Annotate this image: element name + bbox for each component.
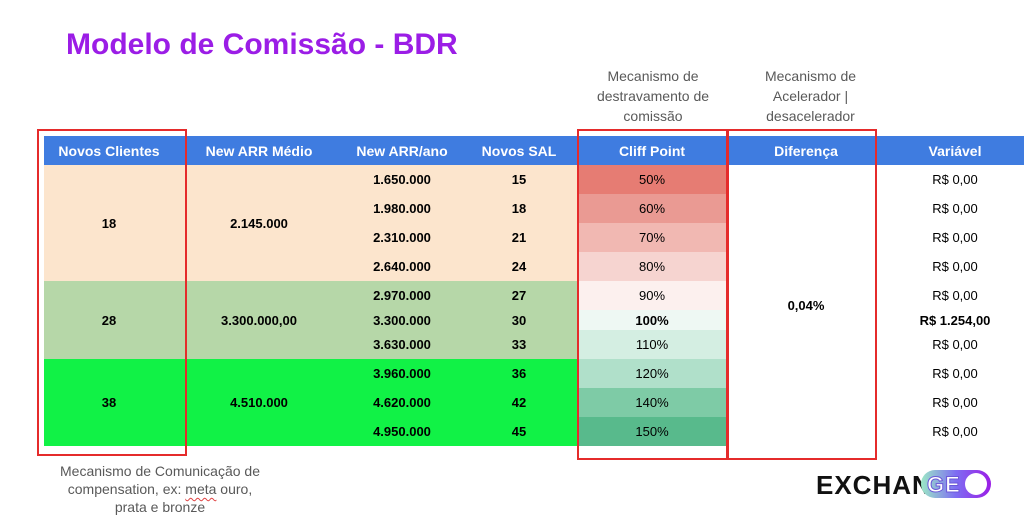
note-line: Acelerador | [772,88,849,104]
note-line: Mecanismo de [764,68,857,84]
variavel-cell: R$ 0,00 [886,330,1024,359]
variavel-cell: R$ 0,00 [886,252,1024,281]
cliff-point-cell: 120% [578,359,726,388]
novos-sal-cell: 21 [460,223,578,252]
novos-sal-cell: 24 [460,252,578,281]
table-row: 3.300.000 30 100% R$ 1.254,00 [44,310,1024,330]
novos-clientes-cell: 18 [44,165,174,281]
variavel-cell: R$ 0,00 [886,417,1024,446]
new-arr-ano-cell: 2.640.000 [344,252,460,281]
diferenca-highlight-box [726,129,877,460]
table-row: 3.630.000 33 110% R$ 0,00 [44,330,1024,359]
note-line: Mecanismo de Comunicação de [60,463,260,479]
cliff-point-cell: 100% [578,310,726,330]
table-row: 2.640.000 24 80% R$ 0,00 [44,252,1024,281]
novos-sal-cell: 45 [460,417,578,446]
table-row: 1.980.000 18 60% R$ 0,00 [44,194,1024,223]
variavel-cell: R$ 0,00 [886,223,1024,252]
unlock-mechanism-note: Mecanismo de destravamento de comissão [580,66,726,126]
note-line: destravamento de [596,88,710,104]
novos-sal-cell: 30 [460,310,578,330]
novos-clientes-cell: 28 [44,281,174,359]
novos-sal-cell: 42 [460,388,578,417]
header-novos-clientes: Novos Clientes [44,136,174,165]
novos-clientes-highlight-box [37,129,187,456]
cliff-point-cell: 60% [578,194,726,223]
note-text: compensation, ex: [67,481,186,497]
cliff-point-cell: 140% [578,388,726,417]
header-novos-sal: Novos SAL [460,136,578,165]
note-line: desacelerador [766,108,855,124]
novos-sal-cell: 15 [460,165,578,194]
cliff-point-cell: 150% [578,417,726,446]
accelerator-mechanism-note: Mecanismo de Acelerador | desacelerador [728,66,893,126]
note-line: comissão [623,108,683,124]
new-arr-ano-cell: 3.960.000 [344,359,460,388]
novos-sal-cell: 18 [460,194,578,223]
table-row: 18 2.145.000 1.650.000 15 50% 0,04% R$ 0… [44,165,1024,446]
table-row: 4.620.000 42 140% R$ 0,00 [44,388,1024,417]
variavel-cell: R$ 0,00 [886,281,1024,310]
diferenca-cell: 0,04% [726,165,886,446]
misspelled-word: meta [185,481,217,497]
table-row: 28 3.300.000,00 2.970.000 27 90% R$ 0,00 [44,281,1024,359]
variavel-cell: R$ 0,00 [886,194,1024,223]
new-arr-medio-cell: 3.300.000,00 [174,281,344,359]
cliff-point-cell: 80% [578,252,726,281]
new-arr-ano-cell: 2.310.000 [344,223,460,252]
new-arr-ano-cell: 3.630.000 [344,330,460,359]
variavel-cell: R$ 0,00 [886,165,1024,194]
commission-table: Novos Clientes New ARR Médio New ARR/ano… [44,136,1024,446]
table-row: 2.310.000 21 70% R$ 0,00 [44,223,1024,252]
toggle-knob-icon [965,473,987,495]
page-title: Modelo de Comissão - BDR [66,28,458,61]
variavel-cell: R$ 0,00 [886,359,1024,388]
toggle-icon: GE [921,470,991,498]
new-arr-ano-cell: 2.970.000 [344,281,460,310]
cliff-point-cell: 110% [578,330,726,359]
note-line: compensation, ex: meta ouro, [40,480,280,498]
new-arr-ano-cell: 4.950.000 [344,417,460,446]
header-diferenca: Diferença [726,136,886,165]
novos-sal-cell: 36 [460,359,578,388]
variavel-cell: R$ 1.254,00 [886,310,1024,330]
cliff-point-cell: 50% [578,165,726,194]
note-text: ouro, [216,481,253,497]
header-variavel: Variável [886,136,1024,165]
exchange-logo: EXCHAN GE [814,466,991,502]
diferenca-value: 0,04% [787,298,825,313]
novos-clientes-cell: 38 [44,359,174,446]
table-header-row: Novos Clientes New ARR Médio New ARR/ano… [44,136,1024,165]
variavel-cell: R$ 0,00 [886,388,1024,417]
novos-sal-cell: 27 [460,281,578,310]
header-new-arr-ano: New ARR/ano [344,136,460,165]
new-arr-ano-cell: 1.650.000 [344,165,460,194]
table-row: 4.950.000 45 150% R$ 0,00 [44,417,1024,446]
novos-sal-cell: 33 [460,330,578,359]
header-new-arr-medio: New ARR Médio [174,136,344,165]
new-arr-ano-cell: 1.980.000 [344,194,460,223]
header-cliff-point: Cliff Point [578,136,726,165]
logo-text: EXCHAN [816,470,932,500]
communication-mechanism-note: Mecanismo de Comunicação de compensation… [40,462,280,516]
cliff-point-highlight-box [577,129,729,460]
new-arr-ano-cell: 4.620.000 [344,388,460,417]
note-line: prata e bronze [114,499,206,515]
cliff-point-cell: 90% [578,281,726,310]
note-line: Mecanismo de [607,68,699,84]
new-arr-medio-cell: 4.510.000 [174,359,344,446]
new-arr-ano-cell: 3.300.000 [344,310,460,330]
logo-toggle-text: GE [927,472,961,498]
cliff-point-cell: 70% [578,223,726,252]
new-arr-medio-cell: 2.145.000 [174,165,344,281]
table-row: 38 4.510.000 3.960.000 36 120% R$ 0,00 [44,359,1024,446]
